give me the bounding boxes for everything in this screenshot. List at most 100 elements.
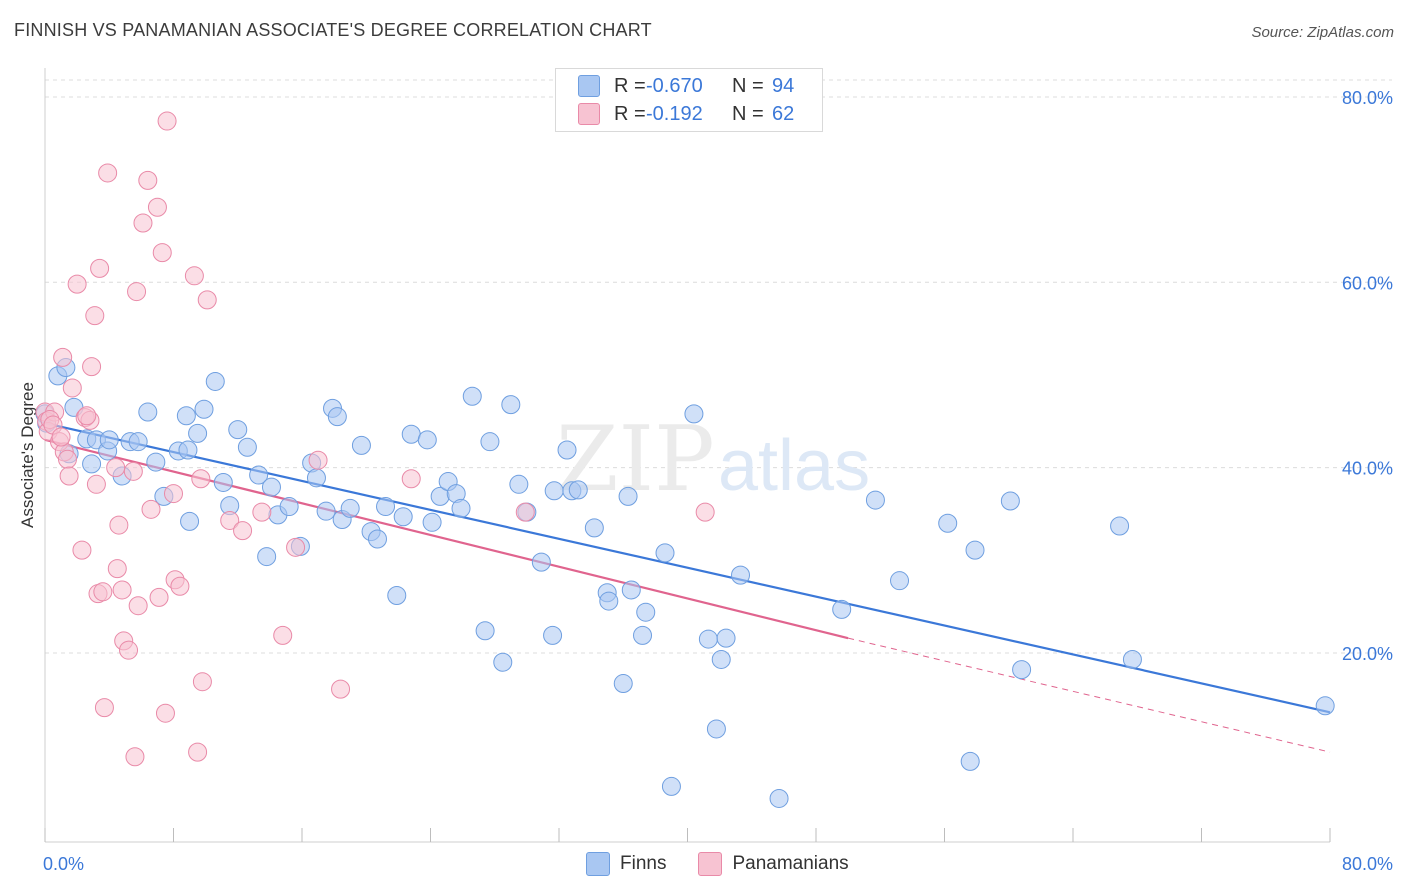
point-panamanians <box>67 274 87 294</box>
point-finns <box>960 751 980 771</box>
point-panamanians <box>133 213 153 233</box>
panamanians-swatch <box>578 103 600 125</box>
point-panamanians <box>82 357 102 377</box>
point-finns <box>327 407 347 427</box>
watermark: ZIP atlas <box>556 407 870 512</box>
point-finns <box>367 529 387 549</box>
point-finns <box>401 424 421 444</box>
point-finns <box>249 465 269 485</box>
point-finns <box>351 435 371 455</box>
finns-swatch <box>586 852 610 876</box>
point-finns <box>316 501 336 521</box>
point-finns <box>568 480 588 500</box>
point-panamanians <box>72 540 92 560</box>
point-finns <box>684 404 704 424</box>
point-panamanians <box>123 461 143 481</box>
point-panamanians <box>273 625 293 645</box>
point-finns <box>128 432 148 452</box>
r-value: -0.192 <box>646 102 703 125</box>
point-panamanians <box>170 576 190 596</box>
axes <box>44 68 1331 843</box>
point-finns <box>205 371 225 391</box>
point-panamanians <box>695 502 715 522</box>
point-panamanians <box>515 502 535 522</box>
point-finns <box>180 511 200 531</box>
stats-legend: R = -0.670 N = 94 R = -0.192 N = 62 <box>555 68 823 132</box>
point-panamanians <box>197 290 217 310</box>
point-panamanians <box>157 111 177 131</box>
point-finns <box>340 498 360 518</box>
legend-label-finns: Finns <box>620 853 667 874</box>
point-finns <box>544 481 564 501</box>
point-finns <box>1012 660 1032 680</box>
point-finns <box>832 599 852 619</box>
point-finns <box>176 406 196 426</box>
legend-item-finns[interactable]: Finns <box>586 852 666 876</box>
point-panamanians <box>147 197 167 217</box>
point-finns <box>279 497 299 517</box>
point-finns <box>451 498 471 518</box>
point-panamanians <box>125 747 145 767</box>
point-panamanians <box>93 582 113 602</box>
point-panamanians <box>308 450 328 470</box>
point-panamanians <box>192 672 212 692</box>
y-tick-label: 80.0% <box>1342 88 1393 108</box>
point-finns <box>599 591 619 611</box>
point-panamanians <box>59 466 79 486</box>
point-finns <box>636 602 656 622</box>
point-finns <box>493 652 513 672</box>
point-finns <box>698 629 718 649</box>
point-panamanians <box>77 406 97 426</box>
point-panamanians <box>86 474 106 494</box>
point-finns <box>475 621 495 641</box>
point-finns <box>393 507 413 527</box>
point-finns <box>261 477 281 497</box>
point-finns <box>194 399 214 419</box>
point-finns <box>633 625 653 645</box>
point-finns <box>618 486 638 506</box>
point-panamanians <box>90 258 110 278</box>
point-finns <box>501 395 521 415</box>
trend-line-panamanians <box>44 438 849 640</box>
point-panamanians <box>191 469 211 489</box>
y-tick-label: 20.0% <box>1342 644 1393 664</box>
point-panamanians <box>286 537 306 557</box>
source-label: Source: ZipAtlas.com <box>1251 24 1394 41</box>
point-panamanians <box>94 698 114 718</box>
point-panamanians <box>152 243 172 263</box>
point-panamanians <box>149 587 169 607</box>
point-finns <box>82 454 102 474</box>
y-tick-label: 60.0% <box>1342 273 1393 293</box>
point-panamanians <box>233 521 253 541</box>
point-finns <box>1110 516 1130 536</box>
point-panamanians <box>188 742 208 762</box>
gridlines <box>45 79 1392 654</box>
point-finns <box>387 586 407 606</box>
point-panamanians <box>127 282 147 302</box>
n-label: N = <box>732 74 764 97</box>
n-value: 94 <box>772 74 795 97</box>
panamanians-swatch <box>698 852 723 876</box>
point-finns <box>138 402 158 422</box>
point-finns <box>655 543 675 563</box>
legend-item-panamanians[interactable]: Panamanians <box>698 852 849 876</box>
point-finns <box>531 552 551 572</box>
point-panamanians <box>252 502 272 522</box>
point-finns <box>1000 491 1020 511</box>
r-value: -0.670 <box>646 74 703 97</box>
point-panamanians <box>128 596 148 616</box>
point-finns <box>237 437 257 457</box>
point-finns <box>462 386 482 406</box>
point-finns <box>706 719 726 739</box>
point-panamanians <box>85 306 105 326</box>
x-tick-label: 80.0% <box>1342 854 1393 874</box>
point-finns <box>146 452 166 472</box>
point-finns <box>188 423 208 443</box>
legend-row-panamanians: R = -0.192 N = 62 <box>578 101 794 127</box>
point-panamanians <box>220 510 240 530</box>
point-finns <box>716 628 736 648</box>
chart-title: FINNISH VS PANAMANIAN ASSOCIATE'S DEGREE… <box>14 20 652 40</box>
point-panamanians <box>57 449 77 469</box>
point-finns <box>938 513 958 533</box>
point-panamanians <box>184 266 204 286</box>
